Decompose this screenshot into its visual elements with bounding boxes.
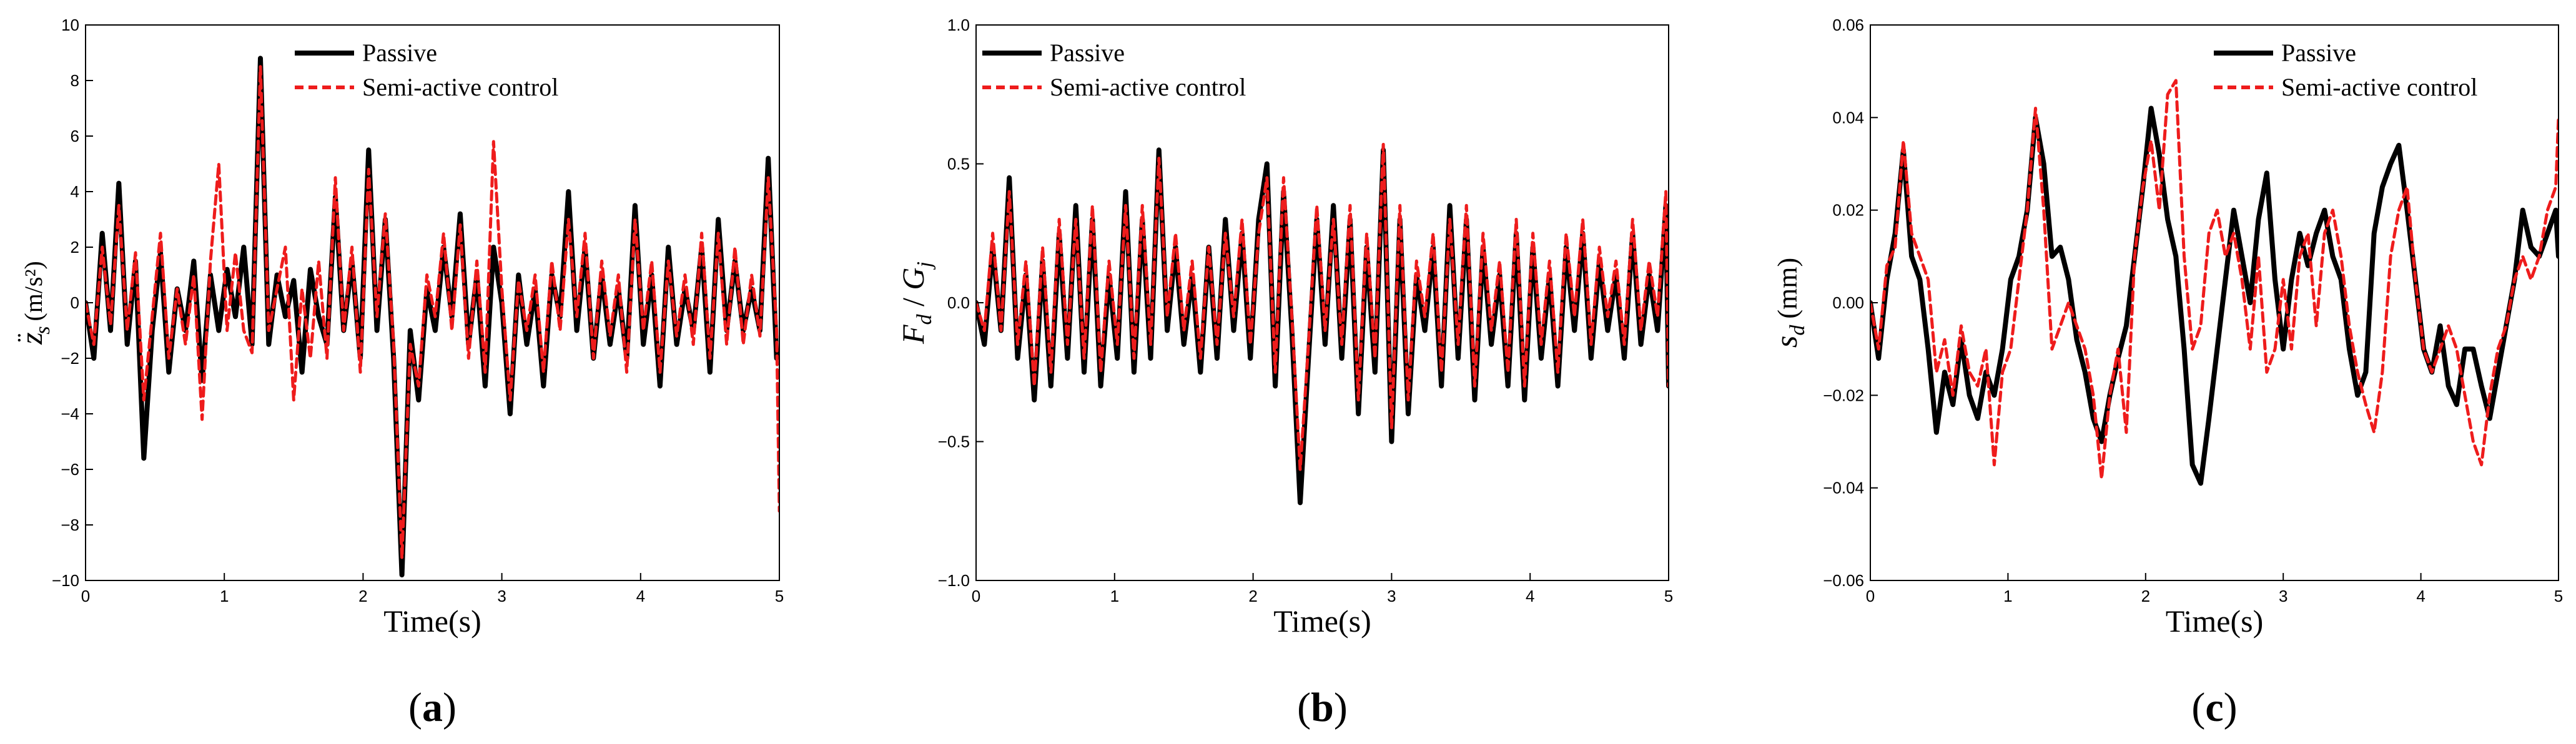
x-tick-label: 5 xyxy=(775,587,784,605)
legend-label-passive: Passive xyxy=(362,39,437,67)
y-tick-label: −0.5 xyxy=(938,433,970,451)
y-tick-label: −0.04 xyxy=(1823,479,1864,497)
y-axis-title: Fd / Gj xyxy=(896,262,936,345)
panel-paren-close: ) xyxy=(1334,685,1348,730)
y-axis-subscript: s xyxy=(31,326,54,335)
x-tick-label: 4 xyxy=(1526,587,1534,605)
x-tick-label: 3 xyxy=(497,587,506,605)
y-tick-label: 1.0 xyxy=(947,16,970,34)
y-tick-label: −4 xyxy=(61,404,79,423)
x-tick-label: 5 xyxy=(1664,587,1673,605)
y-tick-label: 0.5 xyxy=(947,155,970,174)
y-tick-label: −10 xyxy=(52,571,79,590)
y-axis-variable: F xyxy=(896,325,930,345)
panel-paren-open: ( xyxy=(2191,685,2205,730)
series-group xyxy=(1870,79,2559,486)
y-axis-unit: (m/s²) xyxy=(19,261,47,321)
panel-letter: a xyxy=(422,685,443,730)
x-tick-label: 3 xyxy=(1387,587,1396,605)
y-tick-label: 0.0 xyxy=(947,293,970,312)
y-tick-label: 8 xyxy=(71,71,79,90)
y-tick-label: 4 xyxy=(71,182,79,201)
series-group xyxy=(86,56,779,578)
x-tick-label: 2 xyxy=(358,587,367,605)
x-tick-label: 5 xyxy=(2554,587,2563,605)
series-line-passive xyxy=(976,147,1669,506)
y-tick-label: 0.00 xyxy=(1832,293,1864,312)
y-axis-subscript: d xyxy=(1786,325,1809,336)
x-tick-label: 2 xyxy=(2141,587,2150,605)
panel-letter: c xyxy=(2205,685,2223,730)
panel-label: (b) xyxy=(1297,685,1348,730)
x-axis-title: Time(s) xyxy=(2166,604,2264,639)
legend-label-passive: Passive xyxy=(1050,39,1125,67)
legend-label-semi-active: Semi-active control xyxy=(362,73,558,101)
y-tick-label: −2 xyxy=(61,349,79,368)
y-axis-accent: ¨ xyxy=(11,333,42,343)
series-line-semi-active xyxy=(1870,79,2559,481)
panel-paren-close: ) xyxy=(443,685,456,730)
x-tick-label: 1 xyxy=(1110,587,1119,605)
series-line-passive xyxy=(1870,105,2559,486)
legend-label-semi-active: Semi-active control xyxy=(2281,73,2477,101)
panel-a: 0 1 2 3 4 5 −10 −8 −6 −4 −2 0 2 4 6 8 10 Time(s) z¨s (m/s²)… xyxy=(11,16,784,730)
series-group xyxy=(976,142,1669,506)
legend-label-semi-active: Semi-active control xyxy=(1050,73,1246,101)
y-axis-variable: s xyxy=(1769,336,1804,348)
y-axis-unit: (mm) xyxy=(1772,258,1803,319)
legend: Passive Semi-active control xyxy=(2214,39,2477,101)
x-axis-title: Time(s) xyxy=(383,604,481,639)
y-tick-label: −0.06 xyxy=(1823,571,1864,590)
x-tick-label: 4 xyxy=(636,587,645,605)
y-tick-label: 2 xyxy=(71,238,79,257)
legend-label-passive: Passive xyxy=(2281,39,2356,67)
y-tick-label: 0.06 xyxy=(1832,16,1864,34)
series-line-semi-active xyxy=(86,65,779,560)
y-tick-label: 6 xyxy=(71,127,79,145)
y-tick-label: 0.04 xyxy=(1832,108,1864,127)
x-tick-label: 4 xyxy=(2416,587,2425,605)
panel-letter: b xyxy=(1311,685,1334,730)
panel-label: (c) xyxy=(2191,685,2237,730)
y-tick-label: 0.02 xyxy=(1832,201,1864,220)
y-axis-subscript-2: j xyxy=(913,262,936,270)
y-tick-label: 0 xyxy=(71,293,79,312)
x-tick-label: 0 xyxy=(81,587,90,605)
y-tick-label: 10 xyxy=(61,16,79,34)
x-axis-title: Time(s) xyxy=(1273,604,1371,639)
panel-paren-open: ( xyxy=(1297,685,1311,730)
panel-label: (a) xyxy=(408,685,456,730)
legend: Passive Semi-active control xyxy=(295,39,558,101)
y-tick-label: −6 xyxy=(61,460,79,479)
y-axis-separator: / xyxy=(896,290,930,315)
x-tick-label: 0 xyxy=(1866,587,1875,605)
y-axis-variable: z xyxy=(14,332,49,345)
y-tick-label: −0.02 xyxy=(1823,386,1864,404)
panel-b: 0 1 2 3 4 5 −1.0 −0.5 0.0 0.5 1.0 Time(s) Fd / Gj Pas… xyxy=(896,16,1673,730)
x-tick-label: 3 xyxy=(2279,587,2287,605)
legend: Passive Semi-active control xyxy=(982,39,1246,101)
panel-c: 0 1 2 3 4 5 −0.06 −0.04 −0.02 0.00 0.02 0.04 0.06 Tim… xyxy=(1769,16,2563,730)
y-tick-label: −1.0 xyxy=(938,571,970,590)
panel-paren-close: ) xyxy=(2224,685,2238,730)
y-axis-title: z¨s (m/s²) xyxy=(11,261,54,345)
y-axis-title: sd (mm) xyxy=(1769,258,1809,348)
x-tick-label: 1 xyxy=(220,587,229,605)
panel-paren-open: ( xyxy=(408,685,422,730)
x-tick-label: 2 xyxy=(1248,587,1257,605)
x-tick-label: 0 xyxy=(972,587,980,605)
y-tick-label: −8 xyxy=(61,516,79,534)
y-axis-subscript: d xyxy=(913,313,936,325)
x-tick-label: 1 xyxy=(2003,587,2012,605)
series-line-semi-active xyxy=(976,142,1669,471)
y-axis-variable-2: G xyxy=(896,267,930,290)
plot-frame xyxy=(1870,24,2559,581)
